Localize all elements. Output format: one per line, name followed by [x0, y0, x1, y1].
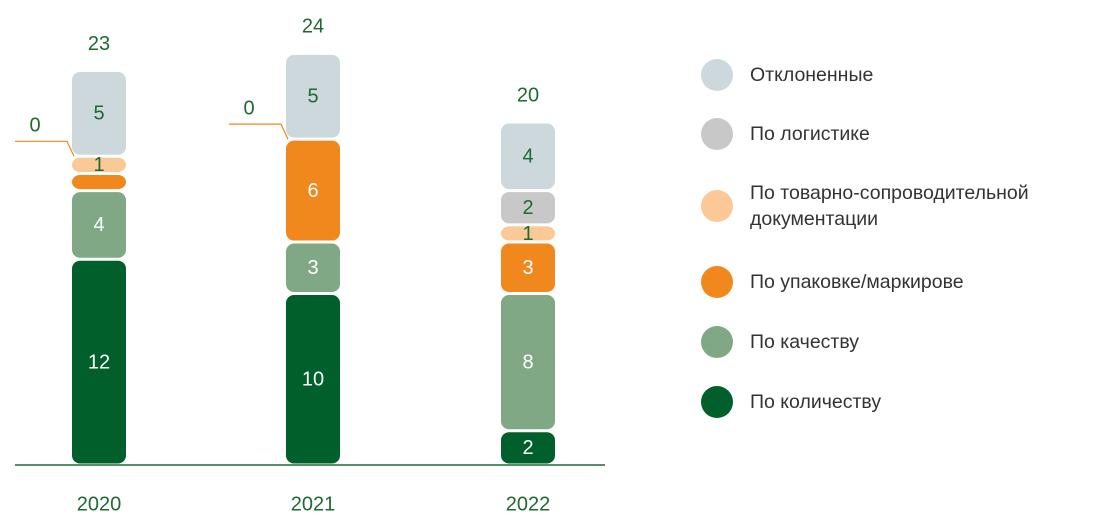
- legend-swatch: [701, 266, 733, 298]
- legend-swatch: [701, 190, 733, 222]
- legend-swatch: [701, 386, 733, 418]
- bar-segment: [286, 54, 340, 138]
- data-label: 3: [307, 257, 318, 279]
- data-label: 12: [88, 351, 110, 373]
- bar-segment: [72, 72, 126, 155]
- data-label: 8: [522, 351, 533, 373]
- data-label: 5: [307, 86, 318, 108]
- data-label: 1: [93, 154, 104, 176]
- data-label: 4: [93, 214, 104, 236]
- data-label: 5: [93, 103, 104, 125]
- bar-segment: [72, 192, 126, 258]
- bar-segment: [501, 432, 555, 464]
- legend-swatch: [701, 59, 733, 91]
- data-label: 0: [243, 97, 254, 119]
- total-label: 23: [88, 33, 110, 55]
- x-tick-label: 2020: [77, 493, 122, 515]
- data-label: 3: [522, 257, 533, 279]
- total-label: 20: [517, 84, 539, 106]
- x-tick-label: 2022: [506, 493, 551, 515]
- bar-segment: [501, 123, 555, 190]
- data-label: 4: [522, 146, 533, 168]
- bar-segment: [501, 295, 555, 430]
- legend-swatch: [701, 326, 733, 358]
- data-label: 2: [522, 437, 533, 459]
- legend-label: Отклоненные: [750, 64, 874, 86]
- data-label: 0: [29, 115, 40, 137]
- leader-line: [15, 140, 75, 157]
- legend-swatch: [701, 118, 733, 150]
- legend-label: По товарно-сопроводительной документации: [750, 182, 1029, 230]
- bar-segment: [501, 243, 555, 292]
- bar-segment: [286, 295, 340, 464]
- data-label: 10: [302, 369, 324, 391]
- legend-label: По количеству: [750, 391, 882, 413]
- data-label: 2: [522, 197, 533, 219]
- bar-segment: [286, 243, 340, 292]
- legend-label: По логистике: [750, 123, 870, 145]
- bar-segment: [72, 157, 126, 172]
- x-tick-label: 2021: [291, 493, 336, 515]
- bar-segment: [286, 140, 340, 241]
- bar-segment: [72, 260, 126, 464]
- bar-segment: [72, 174, 126, 190]
- bar-segment: [501, 226, 555, 241]
- leader-line: [229, 123, 289, 140]
- data-label: 6: [307, 180, 318, 202]
- data-label: 1: [522, 223, 533, 245]
- legend-label: По упаковке/маркирове: [750, 271, 964, 293]
- total-label: 24: [302, 16, 324, 38]
- bar-segment: [501, 192, 555, 224]
- legend-label: По качеству: [750, 331, 860, 353]
